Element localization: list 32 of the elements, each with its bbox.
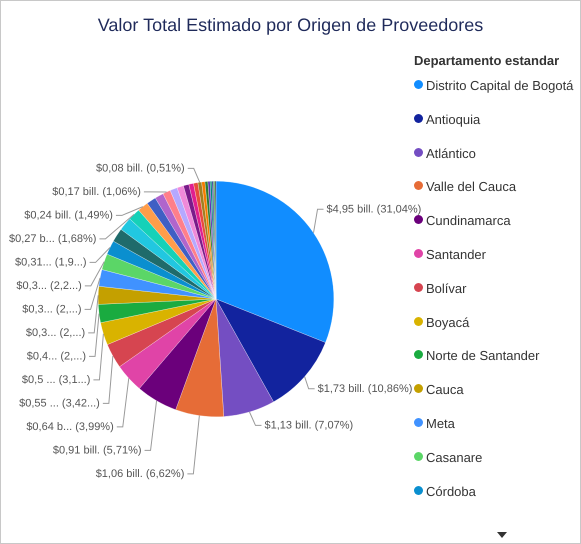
data-label: $0,64 b... (3,99%) <box>26 420 114 433</box>
legend-label: Córdoba <box>426 484 476 499</box>
data-label: $1,73 bill. (10,86%) <box>318 382 412 395</box>
data-label: $0,3... (2,2...) <box>16 280 82 292</box>
legend-label: Norte de Santander <box>426 348 540 364</box>
legend-label: Cundinamarca <box>426 213 511 228</box>
legend-label: Atlántico <box>426 146 476 161</box>
legend-label: Meta <box>426 416 455 431</box>
data-label: $0,91 bill. (5,71%) <box>52 444 142 456</box>
data-label: $0,31... (1,9...) <box>15 256 87 268</box>
data-label: $0,3... (2,...) <box>22 303 82 316</box>
legend-title: Departamento estandar <box>414 53 560 68</box>
legend-label: Santander <box>426 246 486 262</box>
legend-label: Cauca <box>426 382 464 398</box>
data-label: $0,4... (2,...) <box>26 350 86 362</box>
data-label: $0,24 bill. (1,49%) <box>24 209 113 222</box>
legend-label: Bolívar <box>426 280 466 296</box>
data-label: $0,08 bill. (0,51%) <box>96 162 185 174</box>
legend-label: Casanare <box>426 450 482 465</box>
legend-label: Boyacá <box>426 314 470 330</box>
data-label: $0,27 b... (1,68%) <box>8 232 96 245</box>
data-label: $0,17 bill. (1,06%) <box>52 186 141 198</box>
data-label: $0,3... (2,...) <box>26 326 86 339</box>
legend-label: Valle del Cauca <box>426 179 516 194</box>
legend-label: Distrito Capital de Bogotá <box>426 78 574 93</box>
data-label: $0,55 ... (3,42...) <box>19 397 100 410</box>
legend-label: Antioquia <box>426 112 480 127</box>
data-label: $1,13 bill. (7,07%) <box>264 419 354 432</box>
data-label: $1,06 bill. (6,62%) <box>96 468 184 480</box>
chart-title: Valor Total Estimado por Origen de Proveedores <box>96 15 484 36</box>
data-label: $4,95 bill. (31,04%) <box>326 203 422 216</box>
data-label: $0,5 ... (3,1...) <box>22 374 90 386</box>
